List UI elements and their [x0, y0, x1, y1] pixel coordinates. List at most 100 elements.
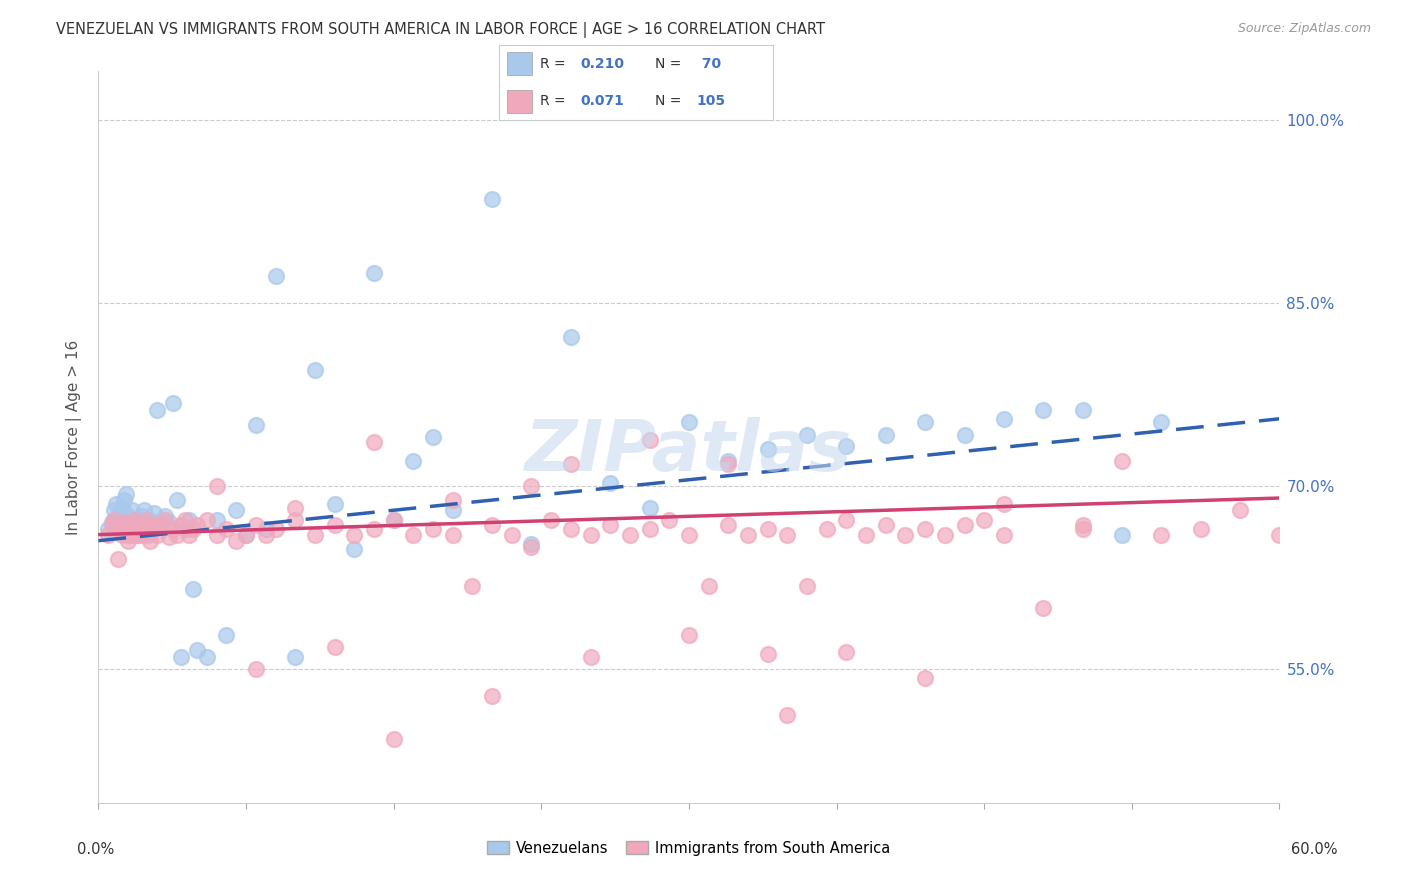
- Text: 0.071: 0.071: [581, 94, 624, 108]
- Point: [127, 513, 149, 527]
- Point: [914, 672, 936, 686]
- Point: [323, 640, 346, 654]
- Point: [835, 439, 858, 453]
- Point: [1111, 527, 1133, 541]
- Point: [225, 503, 247, 517]
- Point: [638, 500, 661, 515]
- Point: [796, 579, 818, 593]
- Point: [520, 479, 543, 493]
- Point: [235, 527, 257, 541]
- Point: [97, 527, 120, 541]
- Point: [108, 506, 131, 520]
- Point: [343, 542, 366, 557]
- Point: [107, 513, 129, 527]
- Bar: [508, 52, 531, 75]
- Point: [776, 527, 799, 541]
- Point: [993, 527, 1015, 541]
- Point: [599, 517, 621, 532]
- Point: [170, 517, 193, 532]
- Point: [993, 412, 1015, 426]
- Point: [875, 517, 897, 532]
- Point: [481, 517, 503, 532]
- Point: [678, 627, 700, 641]
- Point: [215, 521, 238, 535]
- Point: [155, 513, 177, 527]
- Point: [131, 527, 153, 541]
- Bar: [508, 90, 531, 112]
- Point: [107, 521, 129, 535]
- Point: [150, 517, 173, 532]
- Point: [118, 517, 141, 532]
- Point: [520, 540, 543, 554]
- Point: [166, 493, 188, 508]
- Point: [835, 645, 858, 659]
- Point: [1032, 600, 1054, 615]
- Point: [343, 527, 366, 541]
- Point: [402, 527, 425, 541]
- Point: [103, 503, 125, 517]
- Point: [131, 509, 153, 524]
- Point: [125, 527, 148, 541]
- Point: [125, 521, 148, 535]
- Point: [481, 192, 503, 206]
- Point: [108, 521, 131, 535]
- Point: [132, 503, 155, 517]
- Point: [97, 521, 120, 535]
- Text: N =: N =: [655, 94, 686, 108]
- Point: [146, 527, 169, 541]
- Point: [141, 521, 163, 535]
- Point: [186, 517, 208, 532]
- Point: [254, 527, 277, 541]
- Point: [835, 513, 858, 527]
- Point: [323, 497, 346, 511]
- Point: [540, 513, 562, 527]
- Y-axis label: In Labor Force | Age > 16: In Labor Force | Age > 16: [66, 340, 83, 534]
- Point: [461, 579, 484, 593]
- Point: [1150, 416, 1173, 430]
- Point: [162, 396, 184, 410]
- Point: [121, 503, 143, 517]
- Text: 105: 105: [696, 94, 725, 108]
- Point: [894, 527, 917, 541]
- Point: [127, 527, 149, 541]
- Point: [101, 517, 124, 532]
- Point: [115, 487, 138, 501]
- Point: [186, 643, 208, 657]
- Point: [855, 527, 877, 541]
- Point: [284, 649, 307, 664]
- Point: [579, 649, 602, 664]
- Point: [155, 509, 177, 524]
- Point: [142, 506, 165, 520]
- Point: [284, 500, 307, 515]
- Point: [117, 527, 139, 541]
- Point: [122, 516, 145, 530]
- Point: [993, 497, 1015, 511]
- Point: [441, 503, 464, 517]
- Point: [264, 269, 287, 284]
- Point: [117, 509, 139, 524]
- Point: [118, 517, 141, 532]
- Point: [737, 527, 759, 541]
- Point: [115, 525, 138, 540]
- Point: [304, 527, 326, 541]
- Point: [170, 649, 193, 664]
- Point: [875, 427, 897, 442]
- Text: R =: R =: [540, 57, 571, 71]
- Point: [1268, 527, 1291, 541]
- Point: [599, 476, 621, 491]
- Point: [138, 533, 160, 548]
- Point: [141, 521, 163, 535]
- Point: [284, 513, 307, 527]
- Point: [402, 454, 425, 468]
- Point: [363, 434, 385, 449]
- Point: [363, 521, 385, 535]
- Point: [195, 649, 218, 664]
- Point: [717, 457, 740, 471]
- Point: [579, 527, 602, 541]
- Point: [756, 442, 779, 457]
- Point: [678, 416, 700, 430]
- Point: [638, 433, 661, 447]
- Point: [205, 479, 228, 493]
- Point: [501, 527, 523, 541]
- Point: [1071, 517, 1094, 532]
